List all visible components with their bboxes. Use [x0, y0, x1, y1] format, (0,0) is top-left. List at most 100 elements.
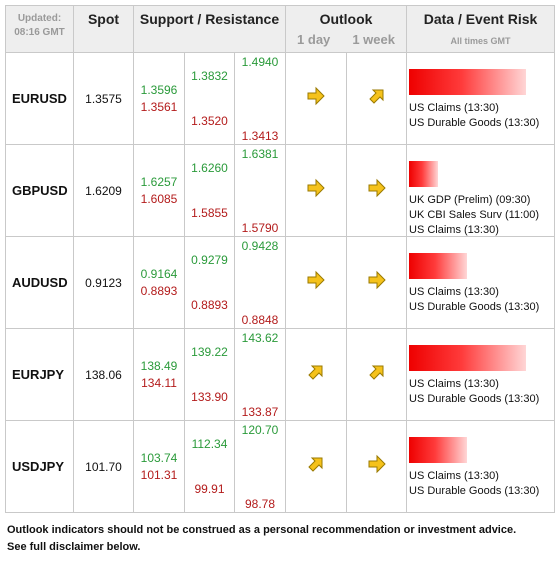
updated-header: Updated: 08:16 GMT	[5, 5, 74, 53]
support-level: 0.8848	[241, 313, 279, 327]
table-row: GBPUSD 1.6209 1.6257 1.6085 1.6260 1.5855 1.63…	[5, 144, 556, 238]
outlook-1day	[285, 52, 348, 145]
pair-name: AUDUSD	[5, 236, 74, 329]
support-resistance-col-1: 1.6257 1.6085	[133, 144, 185, 237]
event-item: UK CBI Sales Surv (11:00)	[409, 209, 540, 221]
support-resistance-col-1: 103.74 101.31	[133, 420, 185, 513]
resistance-level: 0.9164	[140, 267, 178, 281]
outlook-1day	[285, 144, 348, 237]
event-item: US Durable Goods (13:30)	[409, 393, 540, 405]
support-level: 1.5790	[241, 221, 279, 235]
resistance-level: 1.6260	[191, 161, 228, 175]
right-arrow-icon	[367, 178, 387, 198]
data-event-risk: US Claims (13:30) US Durable Goods (13:30…	[406, 420, 556, 513]
support-level: 134.11	[141, 376, 177, 390]
data-event-risk-label: Data / Event Risk	[423, 11, 538, 27]
market-outlook-table: Updated: 08:16 GMT Spot Support / Resist…	[5, 5, 556, 513]
support-level: 1.3413	[241, 129, 279, 143]
support-resistance-col-1: 0.9164 0.8893	[133, 236, 185, 329]
event-list: US Claims (13:30) US Durable Goods (13:30…	[409, 285, 539, 315]
event-item: US Durable Goods (13:30)	[409, 301, 540, 313]
outlook-1week	[346, 52, 408, 145]
resistance-level: 1.6381	[241, 147, 279, 161]
support-level: 0.8893	[140, 284, 178, 298]
pair-name: EURUSD	[5, 52, 74, 145]
up-right-arrow-icon	[306, 362, 326, 382]
resistance-level: 1.3596	[140, 83, 178, 97]
support-resistance-label: Support / Resistance	[139, 11, 280, 27]
pair-name: GBPUSD	[5, 144, 74, 237]
market-outlook-table-wrapper: Updated: 08:16 GMT Spot Support / Resist…	[5, 5, 556, 513]
outlook-1week	[346, 144, 408, 237]
support-resistance-col-2: 1.6260 1.5855	[184, 144, 235, 237]
right-arrow-icon	[367, 270, 387, 290]
event-list: US Claims (13:30) US Durable Goods (13:30…	[409, 469, 539, 499]
resistance-level: 112.34	[191, 437, 228, 451]
event-list: US Claims (13:30) US Durable Goods (13:30…	[409, 377, 539, 407]
support-resistance-col-3: 143.62 133.87	[233, 328, 287, 421]
event-item: US Claims (13:30)	[409, 470, 499, 482]
outlook-1day-label: 1 day	[297, 32, 331, 47]
event-item: US Claims (13:30)	[409, 286, 499, 298]
support-level: 1.3561	[140, 100, 178, 114]
outlook-1week	[346, 236, 408, 329]
support-resistance-header: Support / Resistance	[132, 5, 287, 53]
outlook-label: Outlook	[319, 11, 373, 27]
outlook-1week	[346, 420, 408, 513]
support-resistance-col-2: 112.34 99.91	[184, 420, 235, 513]
support-level: 99.91	[194, 482, 225, 496]
spot-price: 1.3575	[73, 52, 134, 145]
event-item: US Durable Goods (13:30)	[409, 485, 540, 497]
resistance-level: 1.4940	[241, 55, 279, 69]
risk-bar	[409, 437, 468, 463]
resistance-level: 0.9279	[191, 253, 228, 267]
risk-bar	[409, 69, 527, 95]
header-row: Updated: 08:16 GMT Spot Support / Resist…	[5, 5, 556, 53]
table-row: EURJPY 138.06 138.49 134.11 139.22 133.90 143.…	[5, 328, 556, 421]
updated-label: Updated:	[17, 13, 62, 24]
data-event-risk: UK GDP (Prelim) (09:30) UK CBI Sales Surv…	[406, 144, 556, 238]
support-resistance-col-2: 139.22 133.90	[184, 328, 235, 421]
right-arrow-icon	[306, 270, 326, 290]
outlook-1day	[285, 236, 348, 329]
spot-header: Spot	[73, 5, 134, 53]
outlook-header: Outlook 1 day 1 week	[285, 5, 408, 53]
support-resistance-col-2: 1.3832 1.3520	[184, 52, 235, 145]
spot-price: 1.6209	[73, 144, 134, 237]
support-level: 1.3520	[191, 114, 228, 128]
spot-price: 0.9123	[73, 236, 134, 329]
resistance-level: 103.74	[140, 451, 178, 465]
event-item: US Claims (13:30)	[409, 224, 499, 236]
risk-bar	[409, 253, 468, 279]
updated-time: 08:16 GMT	[14, 27, 65, 38]
event-list: UK GDP (Prelim) (09:30) UK CBI Sales Surv…	[409, 193, 539, 238]
event-list: US Claims (13:30) US Durable Goods (13:30…	[409, 101, 539, 131]
up-right-arrow-icon	[367, 362, 387, 382]
resistance-level: 139.22	[191, 345, 228, 359]
data-event-risk: US Claims (13:30) US Durable Goods (13:30…	[406, 236, 556, 329]
event-item: US Claims (13:30)	[409, 102, 499, 114]
event-item: US Claims (13:30)	[409, 378, 499, 390]
up-right-arrow-icon	[306, 454, 326, 474]
pair-name: EURJPY	[5, 328, 74, 421]
support-level: 1.5855	[191, 206, 228, 220]
support-resistance-col-3: 1.6381 1.5790	[233, 144, 287, 237]
support-level: 133.90	[191, 390, 228, 404]
data-event-risk: US Claims (13:30) US Durable Goods (13:30…	[406, 52, 556, 145]
support-resistance-col-1: 138.49 134.11	[133, 328, 185, 421]
support-resistance-col-1: 1.3596 1.3561	[133, 52, 185, 145]
support-level: 0.8893	[191, 298, 228, 312]
support-resistance-col-2: 0.9279 0.8893	[184, 236, 235, 329]
outlook-1week-label: 1 week	[352, 32, 395, 47]
support-level: 101.31	[140, 468, 178, 482]
outlook-1day	[285, 420, 348, 513]
all-times-gmt-label: All times GMT	[450, 36, 511, 46]
pair-name: USDJPY	[5, 420, 74, 513]
data-event-risk: US Claims (13:30) US Durable Goods (13:30…	[406, 328, 556, 421]
right-arrow-icon	[306, 86, 326, 106]
disclaimer: Outlook indicators should not be constru…	[7, 522, 516, 556]
support-level: 98.78	[244, 497, 276, 511]
outlook-1day	[285, 328, 348, 421]
resistance-level: 1.3832	[191, 69, 228, 83]
outlook-1week	[346, 328, 408, 421]
